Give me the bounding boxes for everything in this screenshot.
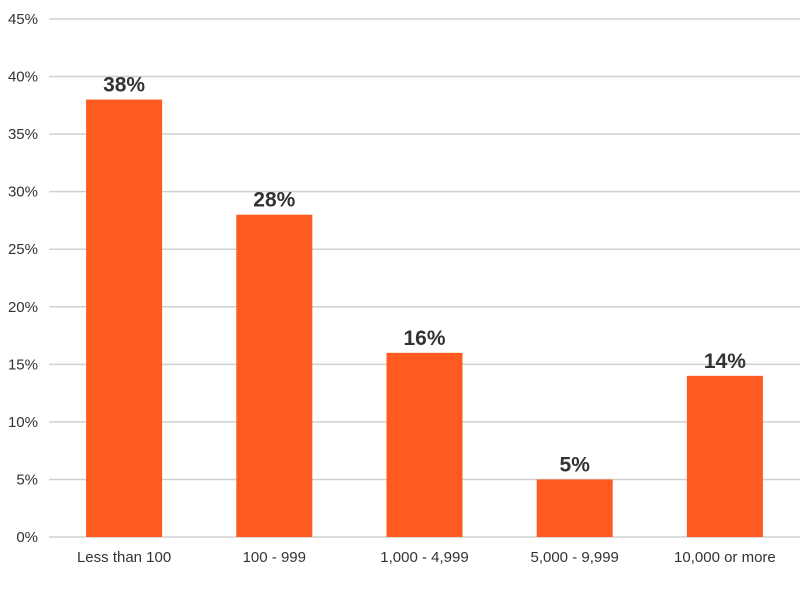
x-category-label: 10,000 or more — [674, 549, 776, 566]
y-tick-label: 45% — [8, 11, 38, 28]
bar — [236, 214, 313, 537]
y-tick-label: 35% — [8, 126, 38, 143]
data-label: 14% — [704, 350, 746, 373]
bar — [536, 479, 613, 537]
x-category-label: 100 - 999 — [243, 549, 306, 566]
x-category-label: 1,000 - 4,999 — [380, 549, 468, 566]
bar — [686, 375, 763, 537]
y-axis-ticks: 0% 5% 10% 15% 20% 25% 30% 35% 40% 45% — [8, 11, 38, 546]
y-tick-label: 25% — [8, 241, 38, 258]
y-tick-label: 0% — [16, 529, 38, 546]
data-label: 28% — [253, 189, 295, 212]
bars — [86, 99, 763, 538]
bar — [86, 99, 163, 538]
y-tick-label: 15% — [8, 356, 38, 373]
x-axis-categories: Less than 100 100 - 999 1,000 - 4,999 5,000… — [77, 549, 776, 566]
data-label: 38% — [103, 74, 145, 97]
y-tick-label: 5% — [16, 471, 38, 488]
y-tick-label: 20% — [8, 299, 38, 316]
bar — [386, 352, 463, 537]
data-labels: 38% 28% 16% 5% 14% — [103, 74, 746, 477]
x-category-label: Less than 100 — [77, 549, 171, 566]
data-label: 16% — [403, 327, 445, 350]
x-category-label: 5,000 - 9,999 — [530, 549, 618, 566]
data-label: 5% — [560, 453, 591, 476]
y-tick-label: 40% — [8, 69, 38, 86]
y-tick-label: 10% — [8, 414, 38, 431]
gridlines — [49, 18, 800, 538]
y-tick-label: 30% — [8, 184, 38, 201]
